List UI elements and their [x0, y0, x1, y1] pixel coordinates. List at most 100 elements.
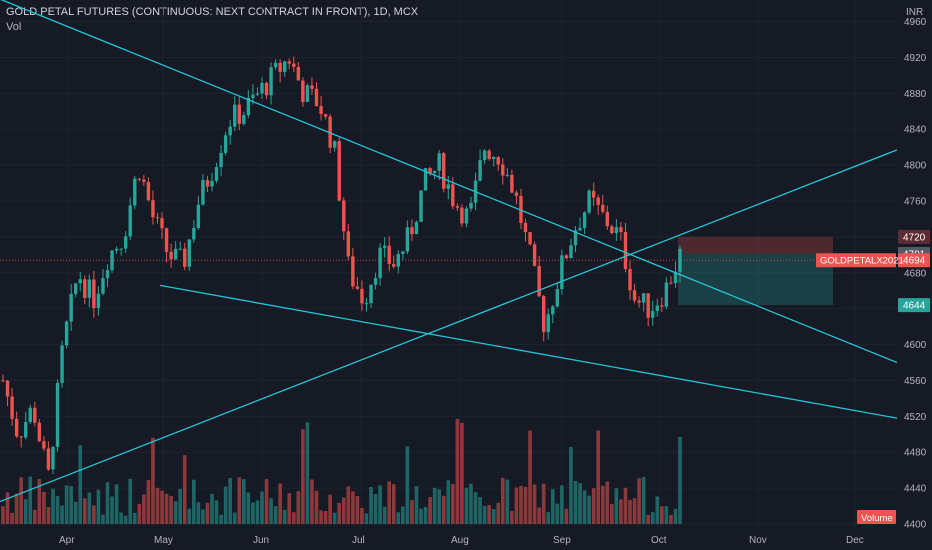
volume-bar	[628, 499, 632, 524]
volume-bar	[132, 512, 137, 524]
price-tags: 4720470146944644GOLDPETALX2021Volume	[816, 229, 930, 524]
volume-bar	[669, 514, 673, 524]
candle-body	[437, 153, 441, 171]
volume-bar	[305, 422, 310, 524]
candle-body	[560, 255, 564, 290]
volume-bar	[210, 493, 214, 524]
volume-bar	[600, 485, 605, 524]
volume-bar	[410, 500, 414, 524]
candle-body	[369, 284, 373, 304]
volume-bar	[373, 494, 378, 524]
candle-body	[632, 290, 637, 301]
candle-body	[523, 222, 528, 233]
volume-bar	[405, 446, 410, 524]
volume-bar	[337, 502, 342, 524]
volume-bar	[382, 506, 387, 524]
volume-bar	[182, 455, 187, 524]
volume-bar	[142, 494, 146, 524]
volume-bar	[532, 484, 537, 524]
time-tick-label: Jul	[352, 535, 365, 546]
volume-bar	[160, 490, 164, 524]
candle-body	[214, 167, 219, 181]
volume-bar	[555, 503, 560, 524]
candle-body	[673, 271, 678, 284]
candle-body	[128, 205, 132, 237]
candle-body	[651, 310, 655, 318]
candle-body	[255, 93, 260, 95]
candle-body	[537, 265, 541, 297]
volume-bar	[514, 487, 519, 524]
candle-body	[346, 231, 351, 257]
time-axis: Apr May Jun Jul Aug Sep Oct Nov Dec	[59, 535, 864, 546]
volume-bar	[128, 478, 133, 524]
candle-body	[342, 200, 346, 232]
volume-bar	[500, 477, 505, 524]
price-tick-label: 4880	[904, 89, 927, 100]
time-tick-label: Dec	[846, 535, 864, 546]
volume-bar	[5, 492, 10, 524]
candle-body	[591, 190, 596, 198]
target-price-tag: 4644	[903, 301, 926, 312]
candle-body	[660, 305, 664, 307]
price-tick-label: 4840	[904, 125, 927, 136]
volume-bar	[391, 484, 396, 524]
volume-bar	[232, 512, 237, 524]
candle-body	[487, 150, 491, 160]
candle-body	[301, 80, 305, 103]
candles	[1, 56, 682, 474]
position-box	[0, 236, 897, 306]
volume-bar	[310, 479, 314, 524]
price-tick-label: 4480	[904, 448, 927, 459]
volume-bar	[641, 477, 646, 524]
candle-body	[119, 248, 123, 250]
candle-body	[251, 94, 255, 98]
volume-bar	[69, 486, 73, 524]
candle-body	[337, 141, 341, 201]
volume-bar	[37, 478, 42, 524]
candle-body	[678, 248, 682, 272]
volume-bar	[1, 506, 5, 524]
volume-bar	[242, 479, 246, 524]
candle-body	[273, 62, 278, 68]
volume-bars	[1, 419, 682, 524]
candle-body	[460, 207, 464, 224]
candle-body	[192, 228, 196, 240]
symbol-tag-bg	[816, 253, 896, 268]
candle-body	[569, 245, 573, 259]
candle-body	[155, 217, 160, 219]
volume-bar	[451, 484, 455, 524]
candle-body	[532, 244, 537, 266]
candle-body	[210, 180, 214, 187]
time-tick-label: May	[154, 535, 173, 546]
price-tick-label: 4760	[904, 197, 927, 208]
candle-body	[392, 263, 396, 267]
candle-body	[573, 230, 578, 246]
candle-body	[142, 179, 146, 182]
volume-bar	[332, 512, 337, 524]
candle-body	[260, 82, 264, 94]
volume-bar	[560, 485, 564, 524]
volume-bar	[637, 478, 641, 524]
volume-bar	[214, 500, 219, 524]
candle-body	[151, 200, 155, 218]
volume-bar	[73, 501, 78, 524]
candle-body	[628, 269, 632, 291]
volume-bar	[323, 511, 328, 524]
candle-body	[310, 85, 314, 89]
volume-bar	[23, 499, 28, 524]
volume-bar	[137, 503, 142, 524]
volume-bar	[419, 508, 423, 524]
candle-body	[196, 204, 201, 229]
volume-bar	[119, 512, 123, 524]
candle-body	[414, 221, 419, 235]
candle-body	[223, 135, 228, 153]
time-tick-label: Sep	[553, 535, 571, 546]
volume-bar	[55, 496, 60, 524]
volume-bar	[178, 488, 183, 524]
volume-bar	[246, 492, 251, 524]
volume-bar	[151, 437, 155, 524]
trendline-3	[0, 149, 898, 503]
volume-bar	[596, 430, 601, 524]
volume-bar	[33, 509, 37, 524]
